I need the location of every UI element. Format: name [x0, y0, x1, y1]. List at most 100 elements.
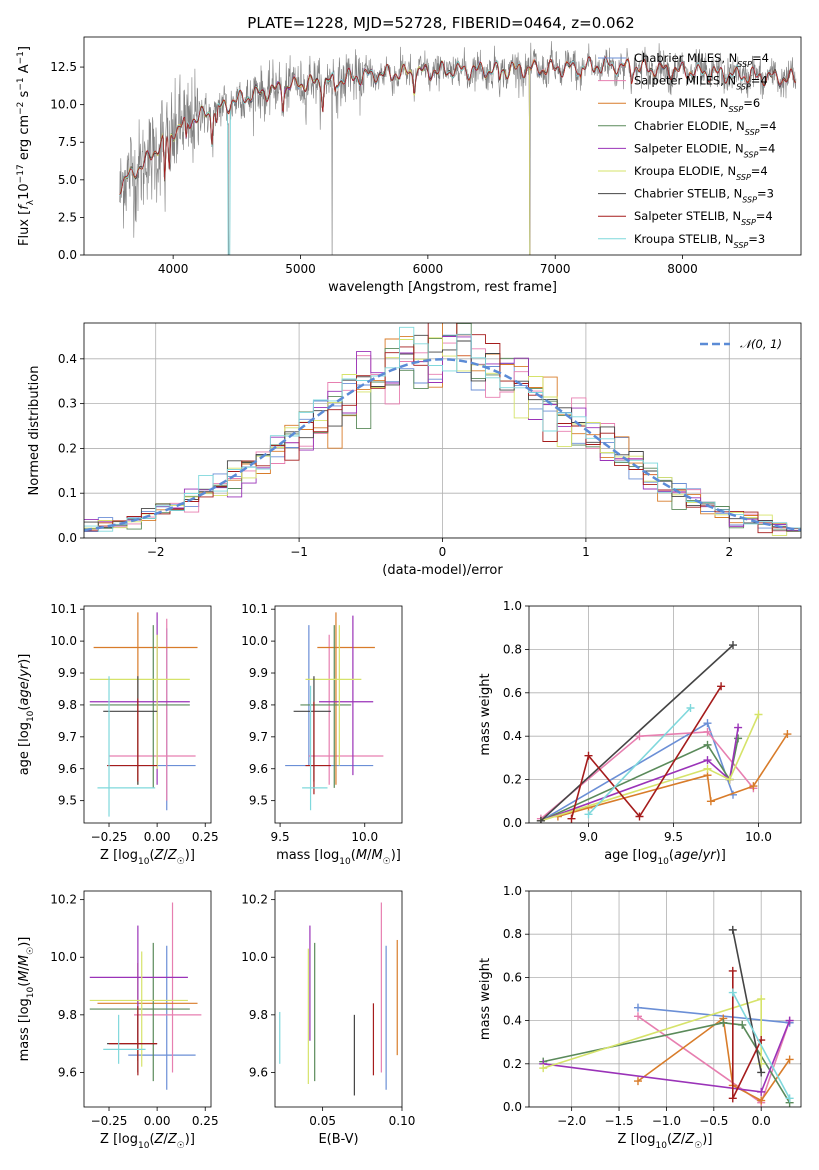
y-tick-label: 9.8 [58, 698, 77, 712]
chart-weight_vs_Z: −2.0 −1.5 −1.0 −0.5 0.0 0.0 0.2 0.4 0.6 0.8 1.0 Z [… [478, 884, 802, 1151]
x-tick-label: −1.0 [652, 1114, 681, 1128]
x-tick-label: −1 [290, 545, 308, 559]
mass-weight-point [785, 1094, 794, 1103]
chart-spectrum: 4000 5000 6000 7000 8000 0.0 2.5 5.0 7.5 10.0 12.5… [16, 36, 802, 295]
legend-entry: Salpeter ELODIE, NSSP=4 [634, 141, 775, 159]
x-axis-label: (data-model)/error [382, 563, 503, 578]
axes-frame [83, 605, 212, 824]
y-tick-label: 10.0 [241, 634, 268, 648]
mass-weight-point [584, 810, 593, 819]
y-tick-label: 9.6 [58, 762, 77, 776]
y-tick-label: 0.4 [58, 352, 77, 366]
y-tick-label: 10.0 [50, 98, 77, 112]
x-axis-label: E(B-V) [318, 1132, 358, 1147]
residual-histogram-step [84, 334, 801, 532]
mass-weight-point [717, 682, 726, 691]
chart-residuals: −2 −1 0 1 2 0.0 0.1 0.2 0.3 0.4 𝒩(0, 1) (data-model… [27, 322, 802, 578]
x-tick-label: −0.25 [91, 830, 128, 844]
x-tick-label: 9.5 [664, 830, 683, 844]
y-tick-label: 9.6 [58, 1065, 77, 1079]
plot-area [279, 902, 398, 1096]
y-tick-label: 5.0 [58, 173, 77, 187]
axis-label: age [log10(age/yr)] [17, 654, 36, 776]
x-tick-label: 0.25 [192, 830, 219, 844]
mass-weight-point [703, 719, 712, 728]
plot-area [89, 612, 198, 817]
axes-frame [528, 890, 802, 1108]
y-tick-label: 0.4 [503, 1014, 522, 1028]
y-tick-label: 0.0 [503, 816, 522, 830]
mass-weight-point [757, 1068, 766, 1077]
x-tick-label: 9.5 [271, 830, 290, 844]
legend-entry: Chabrier STELIB, NSSP=3 [634, 187, 774, 205]
mass-weight-line [732, 992, 791, 1099]
mass-weight-point [729, 641, 737, 650]
x-tick-label: 10.0 [745, 830, 772, 844]
x-tick-label: 4000 [158, 262, 189, 276]
gaussian-curve [84, 358, 801, 532]
mass-weight-line [540, 738, 739, 822]
mass-weight-point [728, 1094, 737, 1103]
mass-weight-point [734, 734, 743, 743]
mass-weight-point [728, 988, 737, 997]
x-tick-label: 6000 [413, 262, 444, 276]
chart-age_vs_Z: −0.25 0.00 0.25 9.5 9.6 9.7 9.8 9.9 10.0 10.1 Z [l… [17, 602, 219, 867]
x-tick-label: 7000 [540, 262, 571, 276]
axes-frame [274, 605, 403, 824]
y-tick-label: 10.1 [50, 602, 77, 616]
y-tick-label: 10.0 [50, 634, 77, 648]
mass-weight-point [734, 723, 743, 732]
x-tick-label: 5000 [285, 262, 316, 276]
y-tick-label: 0.6 [503, 686, 522, 700]
plot-area [119, 41, 797, 255]
mass-weight-point [703, 727, 712, 736]
mass-weight-line [540, 644, 734, 822]
mass-weight-point [635, 732, 644, 741]
mass-weight-point [785, 1016, 794, 1025]
mass-weight-line [637, 1006, 790, 1024]
y-tick-label: 10.0 [241, 950, 268, 964]
axes-frame [83, 322, 802, 539]
legend-entry: 𝒩(0, 1) [740, 337, 782, 351]
mass-weight-point [635, 812, 644, 821]
mass-weight-point [686, 703, 695, 712]
x-tick-label: 0.10 [389, 1114, 416, 1128]
mass-weight-line [732, 970, 762, 1099]
mass-weight-point [728, 925, 737, 934]
plot-area [285, 612, 384, 811]
axis-label: mass [log10(M/M☉)] [276, 848, 401, 867]
legend-entry: Kroupa ELODIE, NSSP=4 [634, 164, 768, 182]
y-tick-label: 0.2 [58, 441, 77, 455]
figure-title: PLATE=1228, MJD=52728, FIBERID=0464, z=0… [247, 14, 634, 32]
chart-weight_vs_age: 9.0 9.5 10.0 0.0 0.2 0.4 0.6 0.8 1.0 age [log10(a… [478, 599, 802, 867]
mass-weight-line [557, 733, 789, 818]
axis-label: age [log10(age/yr)] [604, 848, 726, 867]
mass-weight-point [703, 756, 712, 765]
model-spectrum-line [119, 60, 531, 255]
y-tick-label: 10.0 [50, 950, 77, 964]
x-tick-label: 0 [439, 545, 447, 559]
axis-label: mass [log10(M/M☉)] [17, 937, 36, 1062]
mass-weight-point [738, 1020, 747, 1029]
residual-histogram-step [84, 323, 801, 534]
y-tick-label: 9.8 [249, 1008, 268, 1022]
x-tick-label: 10.0 [351, 830, 378, 844]
chart-mass_vs_ebv: 0.05 0.10 9.6 9.8 10.0 10.2 E(B-V) [241, 890, 416, 1147]
mass-weight-line [570, 685, 722, 819]
y-tick-label: 9.7 [58, 730, 77, 744]
x-tick-label: 9.0 [579, 830, 598, 844]
x-tick-label: −2.0 [557, 1114, 586, 1128]
y-tick-label: 10.1 [241, 602, 268, 616]
mass-weight-line [587, 707, 692, 815]
y-tick-label: 0.6 [503, 970, 522, 984]
mass-weight-point [633, 1077, 642, 1086]
y-tick-label: 9.8 [58, 1008, 77, 1022]
x-tick-label: −1.5 [604, 1114, 633, 1128]
mass-weight-point [633, 1003, 642, 1012]
model-spectrum-line [119, 60, 531, 255]
x-tick-label: 0.00 [144, 1114, 171, 1128]
mass-weight-line [540, 714, 760, 822]
y-tick-label: 0.3 [58, 397, 77, 411]
mass-weight-point [633, 1012, 642, 1021]
